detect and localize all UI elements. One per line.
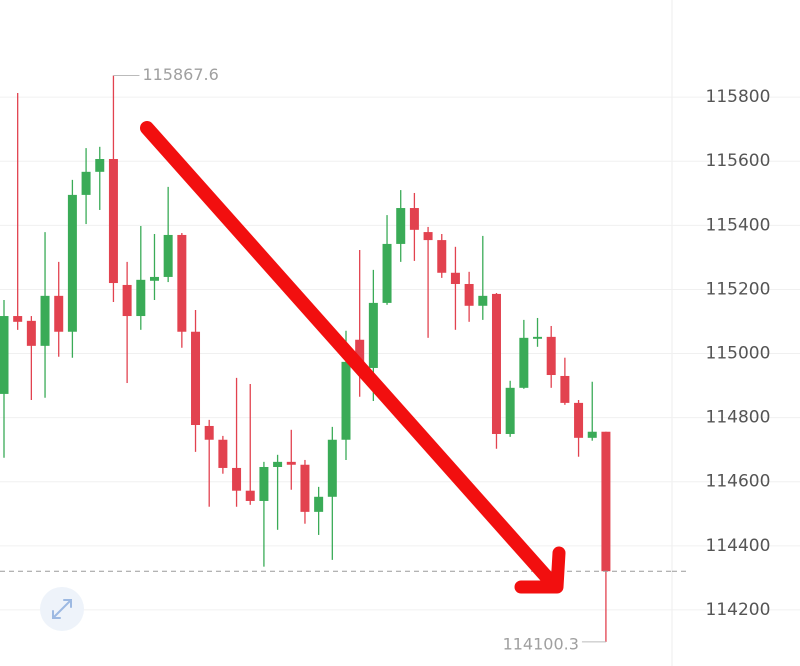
candle-body <box>204 425 214 440</box>
candle-body <box>560 375 570 403</box>
y-tick-label: 115800 <box>706 87 771 107</box>
arrow-shaft <box>140 121 559 590</box>
candle-body <box>519 337 529 388</box>
last-price-box <box>673 556 800 587</box>
y-tick-label: 114200 <box>706 600 771 620</box>
candle-body <box>409 208 419 230</box>
max-label: 115867.6 <box>142 65 218 84</box>
candle-body <box>314 496 324 512</box>
candle-body <box>13 316 23 322</box>
candle-body <box>122 284 132 317</box>
expand-icon[interactable] <box>52 599 72 619</box>
candle-body <box>300 464 310 512</box>
candle-body <box>505 387 515 434</box>
candle-body <box>259 466 269 501</box>
candle-body <box>26 320 36 346</box>
candle-body <box>286 461 296 465</box>
candle-body <box>191 331 201 426</box>
candle-body <box>423 232 433 241</box>
candle-body <box>341 361 351 440</box>
y-tick-label: 115000 <box>706 344 771 364</box>
candle-body <box>601 431 611 572</box>
candle-body <box>533 336 543 339</box>
candle-body <box>587 431 597 438</box>
arrow-head <box>514 546 566 594</box>
candle-body <box>382 243 392 303</box>
candle-body <box>81 171 91 195</box>
trend-arrow <box>140 121 566 594</box>
y-tick-label: 114600 <box>706 472 771 492</box>
candle-body <box>464 283 474 306</box>
y-tick-label: 114800 <box>706 408 771 428</box>
candle-body <box>546 336 556 376</box>
candle-body <box>54 295 64 332</box>
candle-body <box>136 279 146 317</box>
candle-body <box>574 402 584 438</box>
candle-body <box>327 439 337 497</box>
min-label: 114100.3 <box>503 634 579 653</box>
candle-body <box>478 295 488 306</box>
y-tick-label: 114400 <box>706 536 771 556</box>
candle-body <box>450 272 460 284</box>
y-tick-label: 115600 <box>706 151 771 171</box>
candle-body <box>218 439 228 468</box>
candle-body <box>95 159 105 172</box>
candle-body <box>491 293 501 434</box>
candle-body <box>437 240 447 273</box>
y-tick-label: 115400 <box>706 215 771 235</box>
candle-body <box>163 234 173 277</box>
candle-body <box>245 490 255 501</box>
y-tick-label: 115200 <box>706 279 771 299</box>
candle-body <box>273 461 283 467</box>
expand-button[interactable] <box>40 587 84 631</box>
candle-body <box>108 159 118 284</box>
candle-body <box>355 339 365 368</box>
candle-body <box>368 302 378 368</box>
candle-body <box>40 295 50 346</box>
candle-body <box>232 467 242 491</box>
candle-body <box>396 208 406 244</box>
candle-body <box>177 234 187 332</box>
candle-body <box>0 316 9 394</box>
candle-body <box>149 276 159 281</box>
plot-area: 114200 114400 114600 114800 115000 115200 1154… <box>0 65 800 653</box>
candle-body <box>67 194 77 332</box>
